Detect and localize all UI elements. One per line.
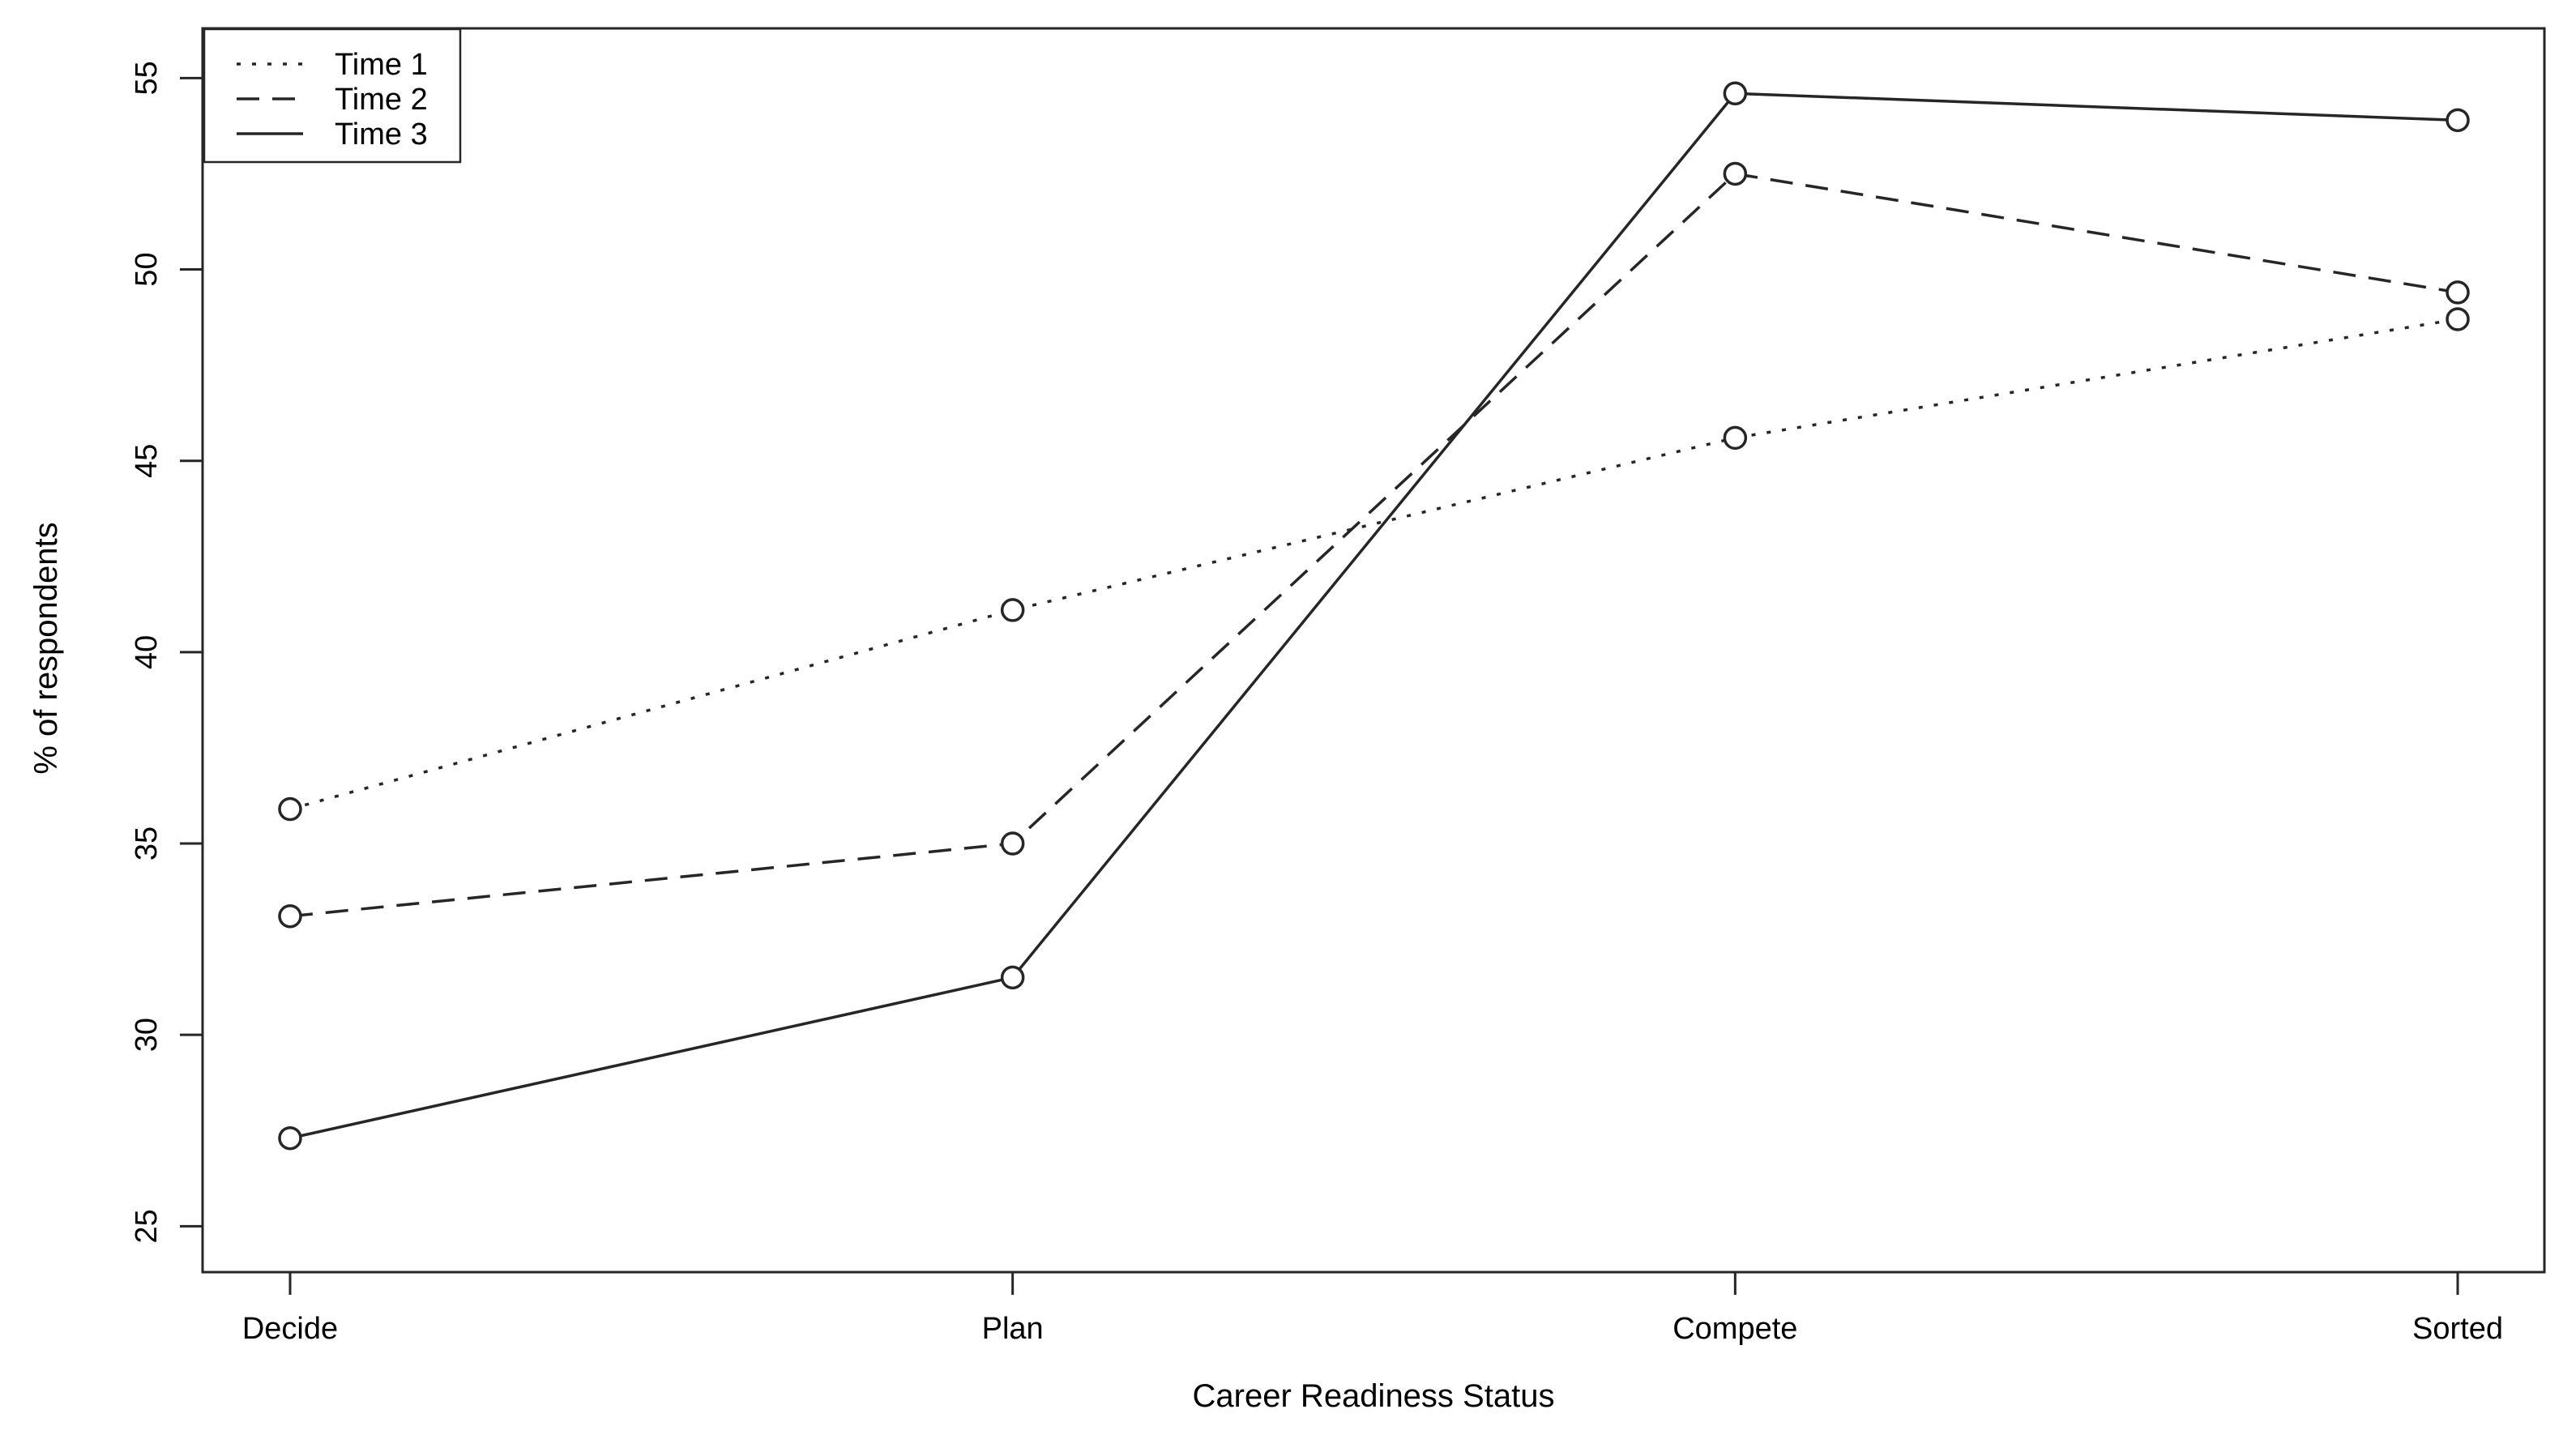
legend-label-time2: Time 2 (335, 83, 428, 117)
x-tick-label: Compete (1672, 1312, 1797, 1346)
legend-label-time3: Time 3 (335, 117, 428, 152)
data-point-marker (1000, 831, 1025, 856)
data-point-marker (2446, 307, 2470, 331)
y-tick-label: 55 (130, 61, 164, 95)
x-tick-label: Decide (242, 1312, 338, 1346)
data-point-marker (1000, 965, 1025, 990)
y-tick-label: 45 (130, 444, 164, 478)
x-tick-label: Sorted (2412, 1312, 2503, 1346)
x-axis-title: Career Readiness Status (1193, 1378, 1555, 1414)
data-point-marker (1723, 81, 1748, 106)
legend: Time 1 Time 2 Time 3 (203, 28, 462, 164)
data-point-marker (278, 904, 302, 929)
y-tick-label: 25 (130, 1209, 164, 1243)
data-point-marker (278, 797, 302, 822)
data-point-marker (1723, 161, 1748, 186)
y-tick-label: 30 (130, 1018, 164, 1052)
data-point-marker (2446, 108, 2470, 133)
y-axis-title: % of respondents (28, 522, 64, 774)
axis-ticks: 25 30 35 40 45 50 55 Decide Plan Compete Sorted (130, 61, 2503, 1346)
plot-box (201, 27, 2546, 1274)
series-line-time3 (289, 92, 2459, 1140)
y-tick-label: 40 (130, 635, 164, 669)
data-series (278, 81, 2470, 1151)
legend-box (203, 28, 462, 164)
y-tick-label: 35 (130, 826, 164, 861)
legend-label-time1: Time 1 (335, 48, 428, 82)
data-point-marker (1723, 425, 1748, 451)
series-line-time2 (289, 172, 2459, 918)
data-point-marker (2446, 280, 2470, 305)
series-line-time1 (289, 318, 2459, 811)
y-tick-label: 50 (130, 252, 164, 286)
data-point-marker (278, 1125, 302, 1151)
data-point-marker (1000, 598, 1025, 622)
x-tick-label: Plan (982, 1312, 1044, 1346)
